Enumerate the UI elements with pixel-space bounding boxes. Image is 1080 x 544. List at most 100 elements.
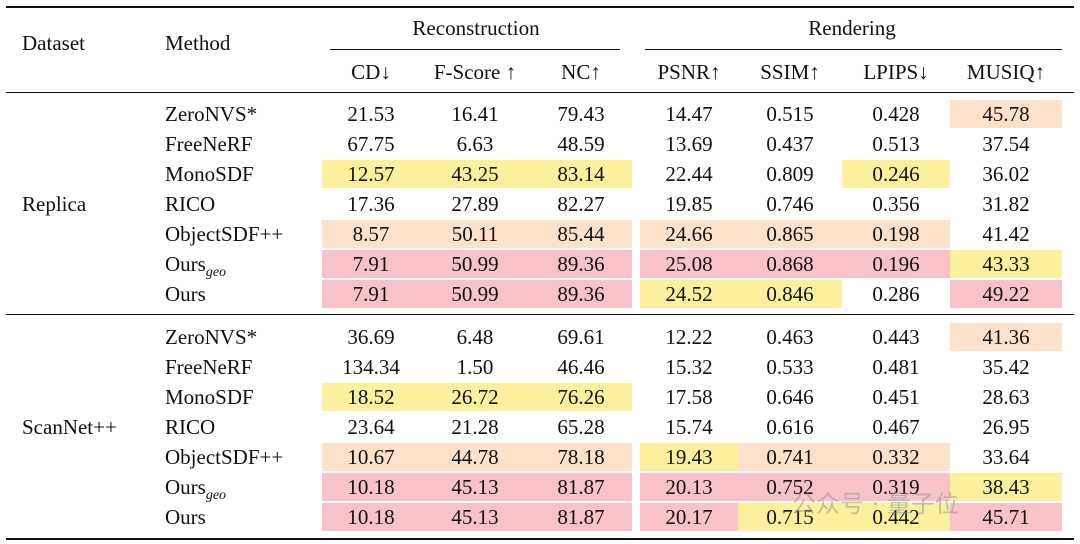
cell-highlight: [950, 323, 1062, 351]
method-name: Oursgeo: [165, 475, 227, 504]
cell-value: 37.54: [982, 132, 1030, 156]
cell-highlight: [950, 250, 1062, 278]
cell-value: 89.36: [557, 282, 605, 306]
cell-value: 0.752: [766, 475, 814, 499]
cell-value: 19.43: [665, 445, 713, 469]
cell-highlight: [842, 443, 950, 471]
cell-value: 8.57: [352, 222, 390, 246]
cell-value: 18.52: [347, 385, 395, 409]
cell-value: 44.78: [451, 445, 499, 469]
cell-highlight: [530, 250, 632, 278]
cell-highlight: [738, 280, 842, 308]
method-name: RICO: [165, 415, 216, 439]
cell-highlight: [530, 473, 632, 501]
cell-value: 26.72: [451, 385, 499, 409]
cell-value: 0.715: [766, 505, 814, 529]
cell-value: 27.89: [451, 192, 499, 216]
column-header: MUSIQ↑: [966, 60, 1046, 84]
method-name: Ours: [165, 282, 206, 306]
column-header: LPIPS↓: [863, 60, 929, 84]
cell-value: 0.451: [872, 385, 920, 409]
cell-value: 24.52: [665, 282, 713, 306]
cell-value: 0.746: [766, 192, 814, 216]
cell-value: 15.32: [665, 355, 713, 379]
cell-value: 81.87: [557, 505, 605, 529]
cell-value: 81.87: [557, 475, 605, 499]
cell-highlight: [950, 503, 1062, 531]
cell-value: 0.513: [872, 132, 920, 156]
method-name: MonoSDF: [165, 162, 254, 186]
cell-value: 22.44: [665, 162, 713, 186]
cell-value: 45.71: [982, 505, 1030, 529]
cell-highlight: [420, 280, 530, 308]
cell-value: 21.28: [451, 415, 499, 439]
cell-highlight: [842, 503, 950, 531]
group-rule: [645, 49, 1062, 50]
cell-value: 23.64: [347, 415, 395, 439]
cell-value: 46.46: [557, 355, 605, 379]
cell-value: 50.11: [451, 222, 499, 246]
cell-value: 0.481: [872, 355, 920, 379]
cell-highlight: [530, 383, 632, 411]
cell-value: 50.99: [451, 282, 499, 306]
column-header: SSIM↑: [760, 60, 820, 84]
cell-value: 25.08: [665, 252, 713, 276]
method-name: ObjectSDF++: [165, 222, 284, 246]
cell-value: 10.67: [347, 445, 395, 469]
cell-value: 48.59: [557, 132, 605, 156]
column-header: CD↓: [351, 60, 391, 84]
method-name: ObjectSDF++: [165, 445, 284, 469]
cell-value: 33.64: [982, 445, 1030, 469]
cell-value: 79.43: [557, 102, 605, 126]
cell-value: 83.14: [557, 162, 605, 186]
cell-highlight: [322, 383, 420, 411]
cell-value: 38.43: [982, 475, 1030, 499]
cell-value: 6.63: [456, 132, 494, 156]
cell-highlight: [420, 383, 530, 411]
method-name: Ours: [165, 505, 206, 529]
cell-value: 85.44: [557, 222, 605, 246]
cell-value: 0.198: [872, 222, 920, 246]
top-rule: [6, 6, 1074, 8]
column-header: NC↑: [561, 60, 601, 84]
dataset-name: ScanNet++: [22, 415, 117, 439]
method-name: ZeroNVS*: [165, 325, 258, 349]
cell-value: 0.437: [766, 132, 814, 156]
cell-value: 35.42: [982, 355, 1030, 379]
cell-value: 50.99: [451, 252, 499, 276]
cell-highlight: [530, 503, 632, 531]
cell-value: 0.809: [766, 162, 814, 186]
cell-value: 49.22: [982, 282, 1030, 306]
cell-highlight: [842, 220, 950, 248]
cell-value: 69.61: [557, 325, 605, 349]
cell-value: 36.69: [347, 325, 395, 349]
cell-highlight: [640, 443, 738, 471]
cell-highlight: [738, 250, 842, 278]
cell-highlight: [322, 160, 420, 188]
column-header: PSNR↑: [657, 60, 721, 84]
method-subscript: geo: [205, 265, 227, 281]
cell-value: 0.196: [872, 252, 920, 276]
cell-highlight: [950, 280, 1062, 308]
cell-value: 10.18: [347, 475, 395, 499]
cell-value: 76.26: [557, 385, 605, 409]
cell-highlight: [738, 443, 842, 471]
cell-value: 0.646: [766, 385, 814, 409]
cell-highlight: [842, 473, 950, 501]
cell-highlight: [950, 100, 1062, 128]
cell-highlight: [738, 220, 842, 248]
cell-highlight: [530, 443, 632, 471]
cell-value: 0.319: [872, 475, 920, 499]
cell-value: 21.53: [347, 102, 395, 126]
cell-highlight: [842, 160, 950, 188]
cell-value: 0.846: [766, 282, 814, 306]
cell-highlight: [738, 473, 842, 501]
cell-value: 15.74: [665, 415, 713, 439]
cell-value: 20.17: [665, 505, 713, 529]
cell-highlight: [640, 473, 738, 501]
cell-highlight: [322, 503, 420, 531]
method-name: FreeNeRF: [165, 132, 253, 156]
cell-highlight: [640, 503, 738, 531]
cell-value: 0.286: [872, 282, 920, 306]
